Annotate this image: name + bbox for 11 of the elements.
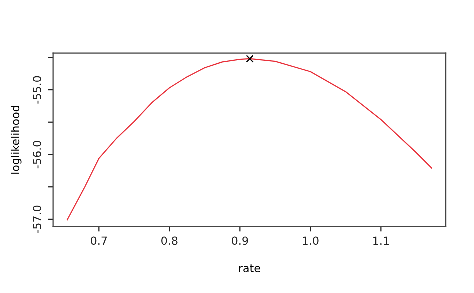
line-series bbox=[66, 58, 432, 221]
x-tick-label: 1.1 bbox=[374, 236, 389, 245]
x-tick-label: 0.9 bbox=[232, 236, 248, 246]
x-tick-label: 0.8 bbox=[162, 236, 178, 246]
y-axis-title: loglikelihood bbox=[10, 106, 22, 174]
x-axis-title: rate bbox=[239, 264, 260, 273]
y-tick-label: -55.0 bbox=[33, 76, 42, 104]
x-tick-label: 0.7 bbox=[91, 236, 108, 246]
x-tick-label: 1.0 bbox=[303, 236, 319, 246]
y-tick-label: -57.0 bbox=[33, 206, 42, 234]
y-tick-label: -56.0 bbox=[33, 141, 42, 169]
